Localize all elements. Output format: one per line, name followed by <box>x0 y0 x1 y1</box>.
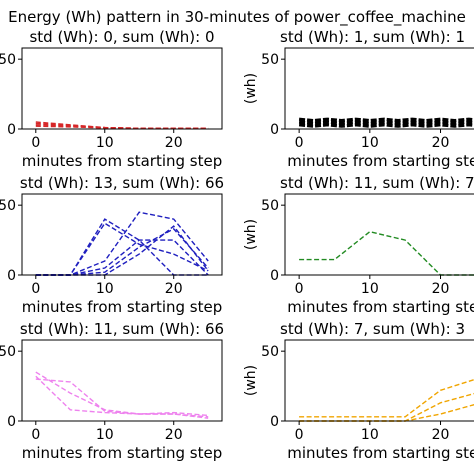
subplot-title: std (Wh): 13, sum (Wh): 66 <box>20 174 224 192</box>
axes-frame <box>21 47 223 130</box>
series-line-3 <box>35 211 209 276</box>
x-tick-label: 20 <box>165 427 183 443</box>
series-line-4 <box>35 125 209 130</box>
y-tick-label: 0 <box>7 122 16 138</box>
subplot-1: std (Wh): 0, sum (Wh): 0 0 50 0 10 20minutes … <box>0 28 223 170</box>
x-axis-label: minutes from starting step <box>22 152 223 170</box>
axes-frame <box>284 193 474 276</box>
series-line-1 <box>298 117 474 123</box>
x-tick-label: 0 <box>31 135 40 151</box>
series-line-2 <box>299 392 474 422</box>
series-line-2 <box>35 222 209 276</box>
x-tick-label: 10 <box>96 427 114 443</box>
axes-frame <box>284 47 474 130</box>
x-tick-label: 10 <box>361 281 379 297</box>
series-line-1 <box>299 230 474 276</box>
x-axis-label: minutes from starting step <box>287 444 474 462</box>
series-line-3 <box>35 378 209 419</box>
series-line-1 <box>35 218 209 276</box>
subplot-5: std (Wh): 11, sum (Wh): 66 0 50 0 10 20minute… <box>0 320 224 462</box>
y-tick-label: 0 <box>270 268 279 284</box>
x-tick-label: 20 <box>432 281 450 297</box>
x-tick-label: 0 <box>31 281 40 297</box>
subplot-4: std (Wh): 11, sum (Wh): 7 0 50 0 10 20minutes… <box>243 174 474 316</box>
subplot-6: std (Wh): 7, sum (Wh): 3 0 50 0 10 20minutes … <box>243 320 474 462</box>
x-tick-label: 0 <box>295 281 304 297</box>
x-tick-label: 20 <box>432 427 450 443</box>
y-tick-label: 50 <box>0 198 16 214</box>
subplot-title: std (Wh): 11, sum (Wh): 66 <box>20 320 224 338</box>
series-line-3 <box>299 403 474 422</box>
y-tick-label: 0 <box>270 122 279 138</box>
x-axis-label: minutes from starting step <box>22 444 223 462</box>
y-tick-label: 50 <box>261 198 279 214</box>
x-tick-label: 10 <box>96 135 114 151</box>
series-line-1 <box>35 371 209 418</box>
x-tick-label: 10 <box>361 135 379 151</box>
y-tick-label: 0 <box>7 414 16 430</box>
axes-frame <box>284 339 474 422</box>
y-axis-label: (wh) <box>243 73 259 104</box>
y-axis-label: (wh) <box>243 219 259 250</box>
series-line-4 <box>35 228 209 276</box>
y-tick-label: 50 <box>0 344 16 360</box>
x-tick-label: 10 <box>361 427 379 443</box>
y-tick-label: 50 <box>261 52 279 68</box>
series-line-2 <box>35 375 209 417</box>
x-axis-label: minutes from starting step <box>287 298 474 316</box>
x-tick-label: 0 <box>295 427 304 443</box>
subplot-title: std (Wh): 7, sum (Wh): 3 <box>280 320 465 338</box>
x-tick-label: 20 <box>432 135 450 151</box>
y-tick-label: 50 <box>261 344 279 360</box>
x-tick-label: 20 <box>165 135 183 151</box>
y-tick-label: 0 <box>270 414 279 430</box>
x-tick-label: 0 <box>31 427 40 443</box>
subplot-title: std (Wh): 0, sum (Wh): 0 <box>29 28 214 46</box>
x-tick-label: 0 <box>295 135 304 151</box>
series-line-1 <box>299 378 474 418</box>
x-axis-label: minutes from starting step <box>287 152 474 170</box>
y-tick-label: 50 <box>0 52 16 68</box>
x-axis-label: minutes from starting step <box>22 298 223 316</box>
x-tick-label: 10 <box>96 281 114 297</box>
x-tick-label: 20 <box>165 281 183 297</box>
axes-frame <box>21 339 223 422</box>
y-tick-label: 0 <box>7 268 16 284</box>
series-line-3 <box>298 123 474 128</box>
subplot-title: std (Wh): 11, sum (Wh): 7 <box>280 174 474 192</box>
subplot-2: std (Wh): 1, sum (Wh): 1 0 50 0 10 20minutes … <box>243 28 474 170</box>
subplot-3: std (Wh): 13, sum (Wh): 66 0 50 0 10 20minute… <box>0 174 224 316</box>
subplot-title: std (Wh): 1, sum (Wh): 1 <box>280 28 465 46</box>
series-line-2 <box>298 120 474 126</box>
figure-title: Energy (Wh) pattern in 30-minutes of pow… <box>8 8 466 27</box>
series-line-6 <box>35 239 209 276</box>
y-axis-label: (wh) <box>243 365 259 396</box>
axes-frame <box>21 193 223 276</box>
